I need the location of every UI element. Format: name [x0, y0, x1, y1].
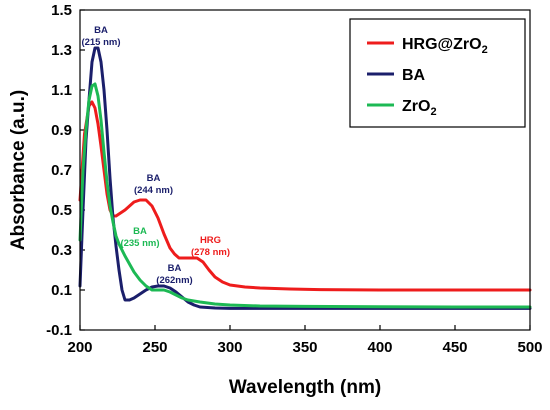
y-tick-label: 0.1	[51, 282, 72, 299]
y-tick-label: 0.7	[51, 162, 72, 179]
series-line-0	[78, 100, 532, 292]
y-tick-label: 1.1	[51, 82, 72, 99]
legend-label: ZrO2	[402, 98, 437, 118]
legend-label: BA	[402, 67, 426, 84]
y-tick-label: 0.5	[51, 202, 72, 219]
axis-ticks: 200 250 300 350 400 450 500 -0.1 0.1 0.3 0.5 0.7 0.9…	[46, 2, 542, 356]
y-tick-label: -0.1	[46, 322, 72, 339]
y-axis-label: Absorbance (a.u.)	[8, 90, 29, 250]
x-tick-label: 350	[292, 339, 317, 356]
x-tick-label: 250	[142, 339, 167, 356]
peak-annotation: BA (262nm)	[156, 263, 192, 286]
x-tick-label: 200	[67, 339, 92, 356]
peak-annotation: HRG (278 nm)	[191, 235, 230, 258]
series-line-1	[78, 46, 532, 310]
x-axis-label: Wavelength (nm)	[229, 377, 381, 398]
y-tick-label: 0.9	[51, 122, 72, 139]
legend: HRG@ZrO2 BA ZrO2	[349, 18, 526, 128]
x-tick-label: 500	[517, 339, 542, 356]
x-tick-label: 300	[217, 339, 242, 356]
peak-annotation: BA (215 nm)	[81, 25, 120, 48]
series-line-2	[78, 82, 532, 309]
peak-annotations: BA (215 nm) BA (244 nm) BA (235 nm) HRG (278 nm…	[81, 25, 230, 286]
legend-label: HRG@ZrO2	[402, 36, 488, 56]
plot-frame	[79, 9, 531, 331]
y-tick-label: 1.3	[51, 42, 72, 59]
x-tick-label: 450	[442, 339, 467, 356]
x-tick-label: 400	[367, 339, 392, 356]
peak-annotation: BA (244 nm)	[134, 173, 173, 196]
series-lines	[78, 46, 532, 310]
y-tick-label: 0.3	[51, 242, 72, 259]
peak-annotation: BA (235 nm)	[120, 226, 159, 249]
y-tick-label: 1.5	[51, 2, 72, 19]
